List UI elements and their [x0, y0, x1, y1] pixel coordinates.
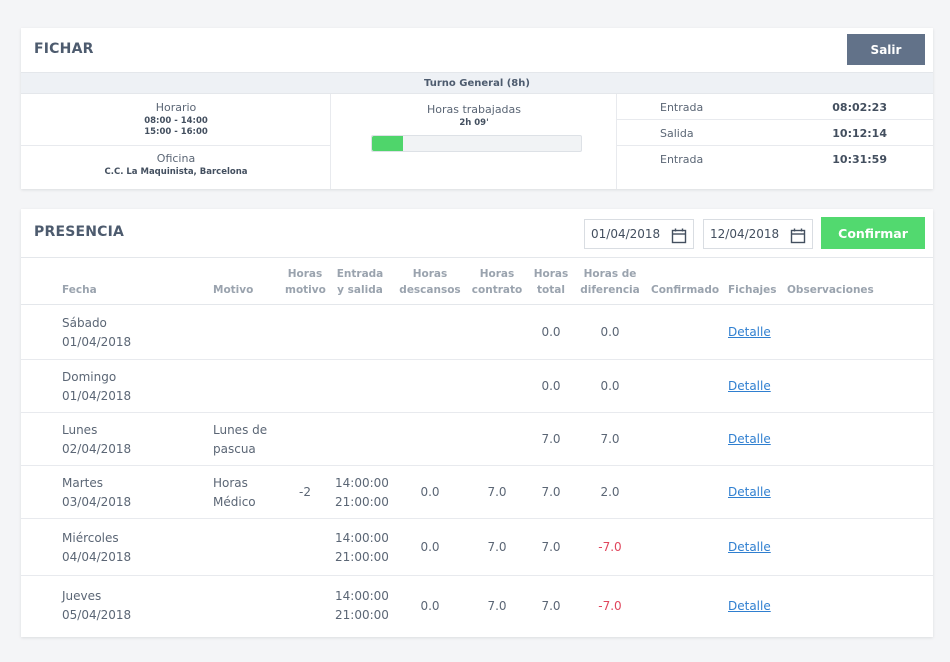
row-diferencia: -7.0 — [598, 599, 622, 613]
detail-link[interactable]: Detalle — [728, 379, 771, 393]
row-total: 7.0 — [541, 485, 561, 499]
header-fecha: Fecha — [62, 284, 97, 296]
schedule-column: Horario 08:00 - 14:00 15:00 - 16:00 Ofic… — [21, 94, 331, 189]
punch-label: Entrada — [660, 101, 704, 114]
table-header: Fecha Motivo Horas motivo Entrada y salida… — [21, 257, 933, 305]
row-entrada-salida: 14:00:00 21:00:00 — [335, 589, 389, 622]
worked-hours-progress-fill — [372, 136, 404, 151]
worked-hours-value: 2h 09' — [459, 118, 489, 128]
row-descansos: 0.0 — [420, 599, 440, 613]
row-entrada-salida: 14:00:00 21:00:00 — [335, 531, 389, 564]
worked-hours-progress — [371, 135, 582, 152]
row-date: Sábado 01/04/2018 — [62, 316, 132, 349]
table-row: Sábado 01/04/2018 0.0 0.0 Detalle — [21, 305, 933, 360]
detail-link[interactable]: Detalle — [728, 432, 771, 446]
header-contrato: Horas contrato — [471, 268, 523, 296]
row-date: Domingo 01/04/2018 — [62, 370, 132, 403]
table-row: Lunes 02/04/2018 Lunes de pascua 7.0 7.0 Detal… — [21, 413, 933, 466]
office-label: Oficina — [156, 152, 196, 165]
detail-link[interactable]: Detalle — [728, 540, 771, 554]
row-horas-motivo: -2 — [299, 485, 311, 499]
header-horas-motivo: Horas motivo — [285, 268, 326, 296]
fichar-title: FICHAR — [34, 41, 94, 57]
row-date: Martes 03/04/2018 — [62, 476, 132, 509]
confirm-button[interactable]: Confirmar — [821, 217, 925, 249]
row-total: 0.0 — [541, 379, 561, 393]
punch-row: Entrada 08:02:23 — [617, 94, 933, 120]
header-descansos: Horas descansos — [399, 268, 461, 296]
worked-hours-label: Horas trabajadas — [426, 103, 522, 116]
punch-time: 08:02:23 — [832, 101, 887, 114]
punch-row: Salida 10:12:14 — [617, 120, 933, 146]
presencia-title: PRESENCIA — [34, 224, 125, 240]
schedule-line-2: 15:00 - 16:00 — [144, 127, 208, 137]
row-motivo: Lunes de pascua — [213, 423, 268, 456]
row-total: 0.0 — [541, 325, 561, 339]
row-total: 7.0 — [541, 599, 561, 613]
presencia-card: PRESENCIA 01/04/2018 12/04/2018 Confirma… — [21, 209, 933, 637]
row-diferencia: 7.0 — [600, 432, 620, 446]
row-contrato: 7.0 — [487, 540, 507, 554]
shift-name: Turno General (8h) — [21, 72, 933, 94]
date-to-value: 12/04/2018 — [710, 227, 780, 241]
row-motivo: Horas Médico — [213, 476, 256, 509]
header-motivo: Motivo — [213, 284, 254, 296]
header-diferencia: Horas de diferencia — [580, 268, 640, 296]
row-diferencia: -7.0 — [598, 540, 622, 554]
row-diferencia: 0.0 — [600, 379, 620, 393]
table-row: Miércoles 04/04/2018 14:00:00 21:00:00 0.0 7.… — [21, 519, 933, 576]
worked-hours-block: Horas trabajadas 2h 09' — [331, 103, 617, 129]
calendar-icon[interactable] — [790, 226, 806, 254]
date-from-input[interactable]: 01/04/2018 — [584, 219, 694, 249]
row-contrato: 7.0 — [487, 599, 507, 613]
office-value: C.C. La Maquinista, Barcelona — [104, 167, 248, 177]
header-observaciones: Observaciones — [787, 284, 874, 296]
punch-label: Salida — [660, 127, 694, 140]
row-descansos: 0.0 — [420, 540, 440, 554]
row-contrato: 7.0 — [487, 485, 507, 499]
punches-column: Entrada 08:02:23 Salida 10:12:14 Entrada… — [617, 94, 933, 189]
header-total: Horas total — [533, 268, 569, 296]
schedule-label: Horario — [155, 101, 197, 114]
header-fichajes: Fichajes — [728, 284, 777, 296]
row-date: Jueves 05/04/2018 — [62, 589, 132, 622]
office-block: Oficina C.C. La Maquinista, Barcelona — [21, 145, 331, 178]
punch-label: Entrada — [660, 153, 704, 166]
row-date: Lunes 02/04/2018 — [62, 423, 132, 456]
date-to-input[interactable]: 12/04/2018 — [703, 219, 813, 249]
punch-time: 10:31:59 — [832, 153, 887, 166]
punch-time: 10:12:14 — [832, 127, 887, 140]
table-row: Domingo 01/04/2018 0.0 0.0 Detalle — [21, 360, 933, 413]
header-entrada-salida: Entrada y salida — [336, 268, 384, 296]
calendar-icon[interactable] — [671, 226, 687, 254]
fichar-card: FICHAR Salir Turno General (8h) Horario … — [21, 28, 933, 189]
row-diferencia: 2.0 — [600, 485, 620, 499]
table-row: Martes 03/04/2018 Horas Médico -2 14:00:00 21:… — [21, 466, 933, 519]
detail-link[interactable]: Detalle — [728, 325, 771, 339]
row-descansos: 0.0 — [420, 485, 440, 499]
punch-row: Entrada 10:31:59 — [617, 146, 933, 172]
row-total: 7.0 — [541, 432, 561, 446]
worked-hours-column: Horas trabajadas 2h 09' — [331, 94, 617, 189]
detail-link[interactable]: Detalle — [728, 485, 771, 499]
row-total: 7.0 — [541, 540, 561, 554]
row-date: Miércoles 04/04/2018 — [62, 531, 132, 564]
row-entrada-salida: 14:00:00 21:00:00 — [335, 476, 389, 509]
row-diferencia: 0.0 — [600, 325, 620, 339]
table-body: Sábado 01/04/2018 0.0 0.0 Detalle Domingo 01/0… — [21, 305, 933, 637]
schedule-line-1: 08:00 - 14:00 — [144, 116, 208, 126]
schedule-block: Horario 08:00 - 14:00 15:00 - 16:00 — [21, 101, 331, 138]
detail-link[interactable]: Detalle — [728, 599, 771, 613]
exit-button[interactable]: Salir — [847, 34, 925, 65]
table-row: Jueves 05/04/2018 14:00:00 21:00:00 0.0 7.0 7.… — [21, 576, 933, 636]
header-confirmado: Confirmado — [651, 284, 720, 296]
date-from-value: 01/04/2018 — [591, 227, 661, 241]
